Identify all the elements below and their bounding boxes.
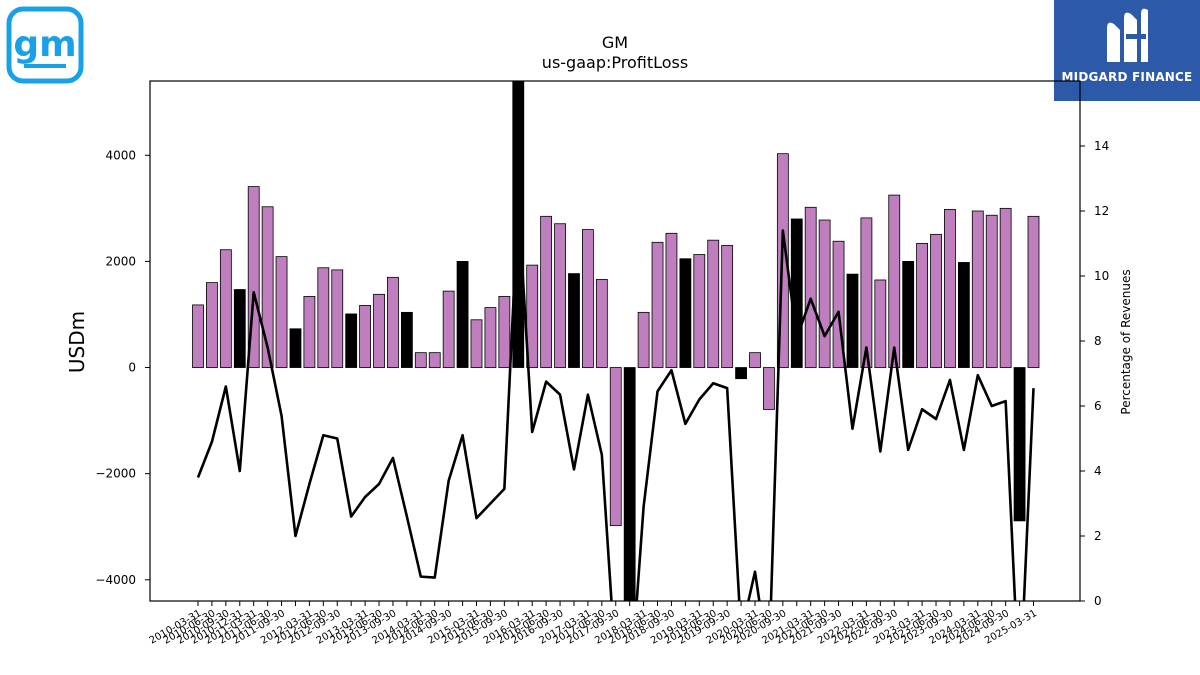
bar-2022-12-31 <box>902 261 915 368</box>
gm-logo-underline <box>24 64 66 68</box>
chart-subtitle: us-gaap:ProfitLoss <box>542 53 688 72</box>
bar-2017-03-31 <box>582 229 594 368</box>
midgard-finance-badge: MIDGARD FINANCE <box>1054 0 1200 101</box>
bar-2022-06-30 <box>874 279 887 368</box>
bar-2015-06-30 <box>484 307 497 368</box>
bar-2023-09-30 <box>944 209 956 368</box>
bar-2014-09-30 <box>442 290 455 368</box>
bars-layer <box>192 80 1040 602</box>
bar-2013-09-30 <box>387 276 399 368</box>
bar-2012-09-30 <box>331 269 344 368</box>
bar-2010-03-31 <box>192 304 204 368</box>
bar-2017-12-31 <box>623 367 636 602</box>
bar-2016-09-30 <box>554 223 566 368</box>
bar-2021-12-31 <box>846 273 859 368</box>
y-tick-label: −4000 <box>95 573 136 587</box>
bar-2022-09-30 <box>888 194 901 368</box>
bar-2021-03-31 <box>804 206 817 368</box>
bar-2016-03-31 <box>526 264 539 368</box>
y2-tick-label: 4 <box>1094 464 1102 478</box>
bar-2010-06-30 <box>206 282 218 368</box>
bar-2018-09-30 <box>665 232 678 368</box>
bar-2020-12-31 <box>790 218 803 368</box>
bar-2024-03-31 <box>971 210 984 368</box>
chart-title: GM <box>602 33 628 52</box>
y2-tick-label: 12 <box>1094 204 1109 218</box>
bar-2025-03-31 <box>1027 215 1040 368</box>
gm-logo-frame <box>6 6 84 84</box>
brand-name: MIDGARD FINANCE <box>1061 70 1193 84</box>
y2-tick-label: 0 <box>1094 594 1102 608</box>
bar-2023-03-31 <box>916 242 928 368</box>
y-axis-label: USDm <box>65 311 89 373</box>
y2-tick-label: 8 <box>1094 334 1102 348</box>
bar-2017-06-30 <box>595 279 608 368</box>
bar-2023-06-30 <box>930 233 942 368</box>
y2-tick-label: 14 <box>1094 139 1109 153</box>
bar-2012-06-30 <box>317 267 330 368</box>
line-layer <box>196 199 1035 601</box>
y-tick-label: 4000 <box>105 148 136 162</box>
bar-2016-06-30 <box>540 215 553 368</box>
y-tick-label: 0 <box>128 361 136 375</box>
bar-2020-03-31 <box>749 352 761 368</box>
bar-2019-03-31 <box>693 254 706 368</box>
bar-2024-09-30 <box>999 207 1012 368</box>
bar-2022-03-31 <box>860 217 873 368</box>
bar-2011-12-31 <box>289 328 302 368</box>
bar-2018-03-31 <box>637 311 650 368</box>
bar-2024-12-31 <box>1013 367 1026 522</box>
bar-2010-12-31 <box>233 289 246 368</box>
bar-2015-09-30 <box>498 296 511 368</box>
bar-2016-12-31 <box>568 273 580 368</box>
y2-tick-label: 10 <box>1094 269 1109 283</box>
gm-logo-icon: gm <box>6 6 84 84</box>
bar-2014-06-30 <box>428 352 441 368</box>
bar-2015-03-31 <box>470 319 483 368</box>
y2-tick-label: 2 <box>1094 529 1102 543</box>
y2-axis-label: Percentage of Revenues <box>1119 269 1133 414</box>
bar-2014-12-31 <box>456 261 469 368</box>
bar-2019-12-31 <box>735 367 747 380</box>
midgard-logo-icon <box>1107 8 1148 63</box>
bar-2013-06-30 <box>373 293 385 368</box>
y-tick-label: −2000 <box>95 467 136 481</box>
bar-2021-06-30 <box>818 219 831 368</box>
gm-logo: gm <box>6 6 84 84</box>
bar-2017-09-30 <box>609 367 622 527</box>
bar-2024-06-30 <box>985 214 998 368</box>
bar-2023-12-31 <box>957 262 970 368</box>
bar-2011-03-31 <box>247 186 260 368</box>
y-tick-label: 2000 <box>105 254 136 268</box>
bar-2013-12-31 <box>400 311 413 368</box>
bar-2013-03-31 <box>359 305 372 368</box>
bar-2012-12-31 <box>345 313 358 368</box>
bar-2019-06-30 <box>707 239 720 368</box>
bar-2021-09-30 <box>832 240 845 368</box>
bar-2011-09-30 <box>275 256 288 368</box>
bar-2018-12-31 <box>679 258 692 368</box>
percentage-of-revenues-line <box>196 199 1035 601</box>
bar-2012-03-31 <box>303 296 316 368</box>
bar-2011-06-30 <box>261 206 274 368</box>
bar-2010-09-30 <box>219 249 232 368</box>
bar-2019-09-30 <box>721 245 734 368</box>
bar-2018-06-30 <box>651 241 664 368</box>
gm-logo-text: gm <box>13 24 76 65</box>
y2-tick-label: 6 <box>1094 399 1102 413</box>
bar-2014-03-31 <box>414 352 427 368</box>
bar-2020-06-30 <box>763 367 775 410</box>
